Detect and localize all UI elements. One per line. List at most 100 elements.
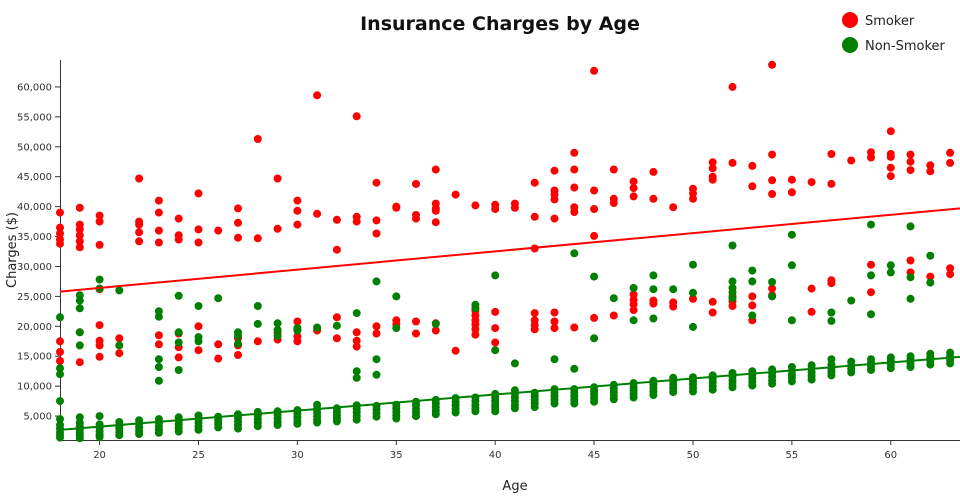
smoker-points xyxy=(56,60,955,367)
smoker-point xyxy=(135,228,144,237)
smoker-point xyxy=(807,307,816,316)
smoker-point xyxy=(332,245,341,254)
smoker-point xyxy=(530,325,539,334)
non-smoker-point xyxy=(332,321,341,330)
non-smoker-point xyxy=(946,359,955,368)
non-smoker-point xyxy=(372,412,381,421)
x-tick-label: 55 xyxy=(786,450,799,461)
non-smoker-point xyxy=(669,388,678,397)
smoker-point xyxy=(550,166,559,175)
non-smoker-point xyxy=(431,410,440,419)
smoker-point xyxy=(95,240,104,249)
smoker-point xyxy=(708,158,717,167)
non-smoker-point xyxy=(787,377,796,386)
legend-smoker-label: Smoker xyxy=(865,14,915,29)
smoker-point xyxy=(906,150,915,159)
smoker-point xyxy=(154,208,163,217)
smoker-point xyxy=(352,112,361,121)
non-smoker-point xyxy=(649,391,658,400)
smoker-point xyxy=(234,233,242,242)
non-smoker-point xyxy=(115,286,124,295)
smoker-trendline xyxy=(59,207,960,293)
smoker-point xyxy=(75,203,84,212)
non-smoker-point xyxy=(649,314,658,323)
non-smoker-point xyxy=(431,319,440,328)
smoker-point xyxy=(75,243,84,252)
smoker-point xyxy=(75,231,84,240)
smoker-point xyxy=(748,161,757,170)
y-tick-label: 50,000 xyxy=(17,142,52,153)
smoker-point xyxy=(154,331,163,340)
smoker-point xyxy=(293,317,302,326)
non-smoker-point xyxy=(234,339,242,348)
non-smoker-point xyxy=(768,292,777,301)
non-smoker-point xyxy=(689,260,697,269)
non-smoker-point xyxy=(886,261,895,270)
non-smoker-point xyxy=(748,311,757,320)
non-smoker-point xyxy=(154,312,163,321)
non-smoker-point xyxy=(807,375,816,384)
plot-area xyxy=(56,60,960,443)
smoker-point xyxy=(728,302,737,310)
smoker-point xyxy=(590,205,599,213)
smoker-point xyxy=(174,235,183,244)
y-tick-label: 10,000 xyxy=(17,382,52,393)
smoker-point xyxy=(768,190,777,198)
smoker-point xyxy=(827,279,836,288)
non-smoker-point xyxy=(708,385,717,394)
smoker-point xyxy=(412,214,420,223)
non-smoker-point xyxy=(570,364,579,373)
smoker-point xyxy=(946,270,955,279)
non-smoker-point xyxy=(313,418,322,427)
smoker-point xyxy=(372,329,381,338)
non-smoker-point xyxy=(728,383,737,392)
non-smoker-point xyxy=(886,364,895,373)
smoker-point xyxy=(570,183,579,192)
smoker-point xyxy=(95,217,104,226)
non-smoker-point xyxy=(352,415,361,424)
non-smoker-point xyxy=(154,428,163,437)
non-smoker-point xyxy=(827,316,836,325)
smoker-point xyxy=(56,229,64,238)
non-smoker-point xyxy=(886,268,895,277)
non-smoker-point xyxy=(75,341,84,350)
chart-title: Insurance Charges by Age xyxy=(360,13,640,35)
non-smoker-point xyxy=(728,277,737,286)
smoker-point xyxy=(946,158,955,167)
legend: Smoker Non-Smoker xyxy=(842,12,946,54)
non-smoker-point xyxy=(75,328,84,337)
non-smoker-point xyxy=(590,272,599,281)
non-smoker-point xyxy=(728,294,737,303)
smoker-point xyxy=(629,184,638,193)
non-smoker-point xyxy=(234,331,242,340)
smoker-point xyxy=(352,328,361,337)
non-smoker-point xyxy=(867,366,875,374)
smoker-point xyxy=(75,358,84,367)
smoker-point xyxy=(728,82,737,91)
non-smoker-point xyxy=(510,404,519,413)
y-tick-label: 20,000 xyxy=(17,322,52,333)
smoker-point xyxy=(926,167,935,176)
non-smoker-point xyxy=(768,379,777,388)
y-tick-label: 60,000 xyxy=(17,82,52,93)
y-tick-label: 5,000 xyxy=(23,412,52,423)
non-smoker-point xyxy=(748,277,757,286)
smoker-point xyxy=(174,353,183,362)
legend-smoker-marker xyxy=(842,12,858,28)
smoker-point xyxy=(946,264,955,273)
smoker-point xyxy=(194,322,203,331)
smoker-point xyxy=(352,342,361,351)
non-smoker-point xyxy=(906,222,915,231)
non-smoker-point xyxy=(491,271,500,280)
non-smoker-point xyxy=(609,294,618,303)
non-smoker-point xyxy=(787,261,796,270)
smoker-point xyxy=(570,323,579,332)
non-smoker-point xyxy=(174,328,183,337)
smoker-point xyxy=(214,226,223,235)
non-smoker-point xyxy=(214,423,223,432)
non-smoker-point xyxy=(590,334,599,343)
smoker-point xyxy=(886,172,895,181)
non-smoker-point xyxy=(75,304,84,313)
smoker-point xyxy=(570,208,579,216)
x-axis-label: Age xyxy=(502,479,527,494)
